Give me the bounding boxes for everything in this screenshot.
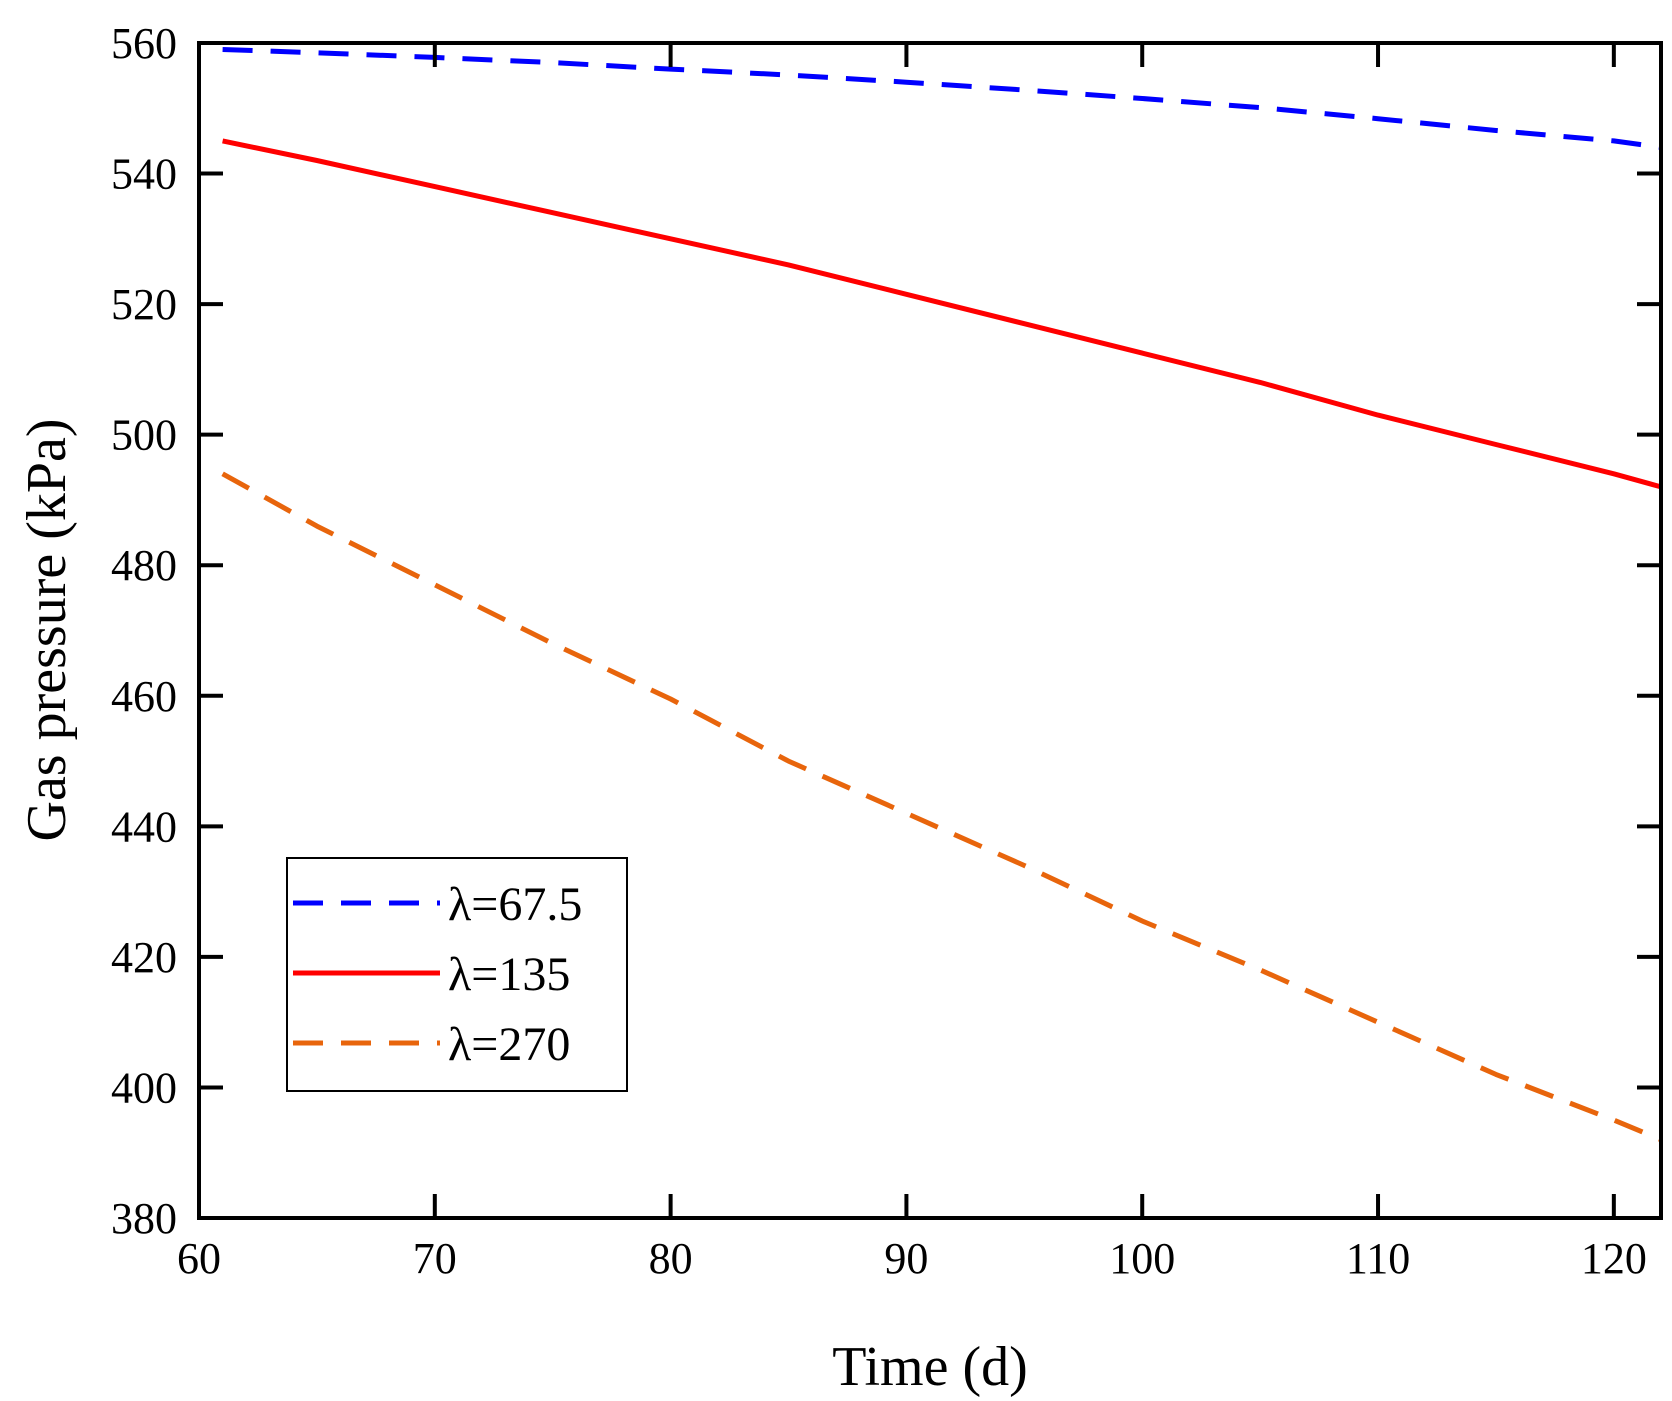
plot-frame: [197, 41, 1663, 1220]
x-tick-label: 60: [177, 1234, 221, 1283]
x-tick-label: 100: [1109, 1234, 1175, 1283]
x-tick-label: 70: [413, 1234, 457, 1283]
legend-label-1: λ=67.5: [448, 878, 582, 931]
y-tick-label: 500: [111, 411, 177, 460]
legend-label-2: λ=135: [448, 948, 570, 1001]
x-tick-label: 120: [1581, 1234, 1647, 1283]
series-layer: [221, 47, 1662, 1143]
series-line-1-67-5: [222, 47, 1662, 150]
tick-layer: 60 70 80 90 100 110 120 380 400 420 440 460 480 500 52…: [111, 19, 1661, 1283]
y-tick-label: 540: [111, 150, 177, 199]
y-axis-title: Gas pressure (kPa): [16, 419, 78, 842]
y-tick-label: 400: [111, 1063, 177, 1112]
x-tick-label: 90: [884, 1234, 928, 1283]
series-line-3-270: [221, 471, 1662, 1143]
x-tick-label: 110: [1346, 1234, 1410, 1283]
x-tick-label: 80: [649, 1234, 693, 1283]
y-tick-label: 380: [111, 1194, 177, 1243]
x-axis-title: Time (d): [832, 1336, 1028, 1398]
series-line-2-135: [222, 138, 1662, 490]
legend-label-3: λ=270: [448, 1018, 570, 1071]
y-tick-label: 560: [111, 19, 177, 68]
y-tick-label: 420: [111, 933, 177, 982]
y-tick-label: 460: [111, 672, 177, 721]
legend: λ=67.5 λ=135 λ=270: [286, 857, 628, 1092]
y-tick-label: 480: [111, 541, 177, 590]
y-tick-label: 520: [111, 280, 177, 329]
y-tick-label: 440: [111, 802, 177, 851]
